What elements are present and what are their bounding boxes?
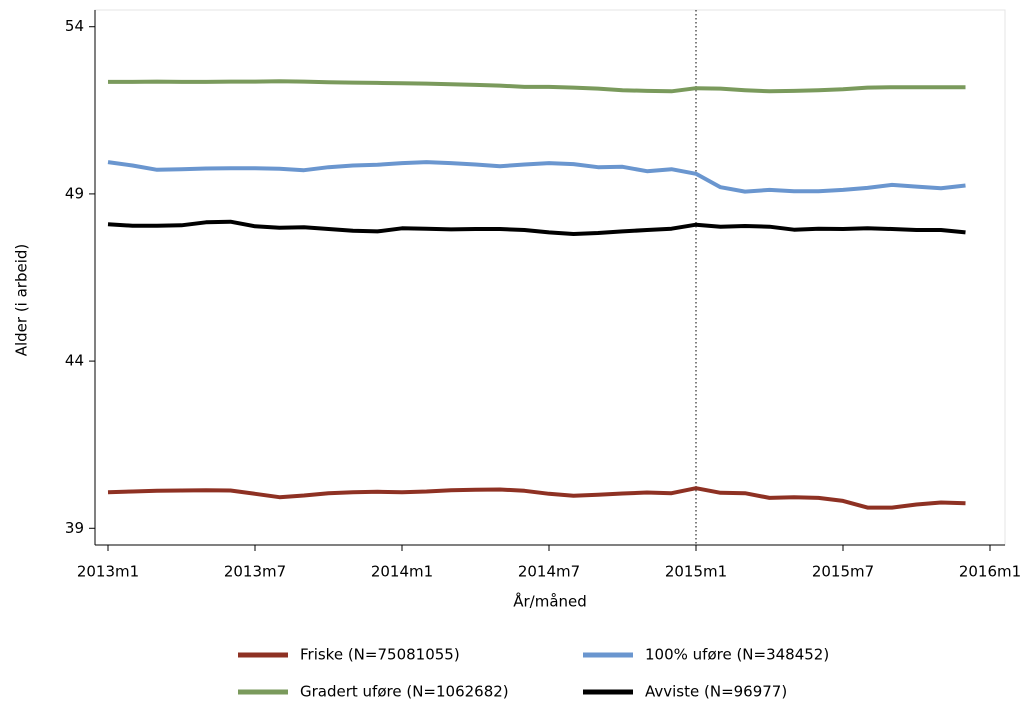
x-tick-label: 2014m1 (371, 563, 433, 581)
legend-label: Friske (N=75081055) (300, 646, 460, 664)
data-line (107, 486, 966, 510)
x-tick-label: 2015m7 (812, 563, 874, 581)
y-tick-label: 39 (65, 519, 84, 537)
x-tick-label: 2014m7 (518, 563, 580, 581)
legend-label: 100% uføre (N=348452) (645, 646, 829, 664)
y-tick-label: 49 (65, 184, 84, 202)
legend-label: Gradert uføre (N=1062682) (300, 683, 509, 701)
x-tick-label: 2013m7 (224, 563, 286, 581)
data-line (108, 79, 966, 94)
data-line (107, 160, 966, 194)
data-line (107, 219, 966, 236)
x-axis-label: År/måned (513, 592, 587, 611)
y-axis-label: Alder (i arbeid) (13, 244, 31, 357)
plot-frame (94, 9, 1006, 546)
y-tick-label: 44 (65, 352, 84, 370)
x-tick-label: 2016m1 (959, 563, 1020, 581)
legend-label: Avviste (N=96977) (645, 683, 787, 701)
x-tick-label: 2013m1 (77, 563, 139, 581)
y-tick-label: 54 (65, 17, 84, 35)
x-tick-label: 2015m1 (665, 563, 727, 581)
